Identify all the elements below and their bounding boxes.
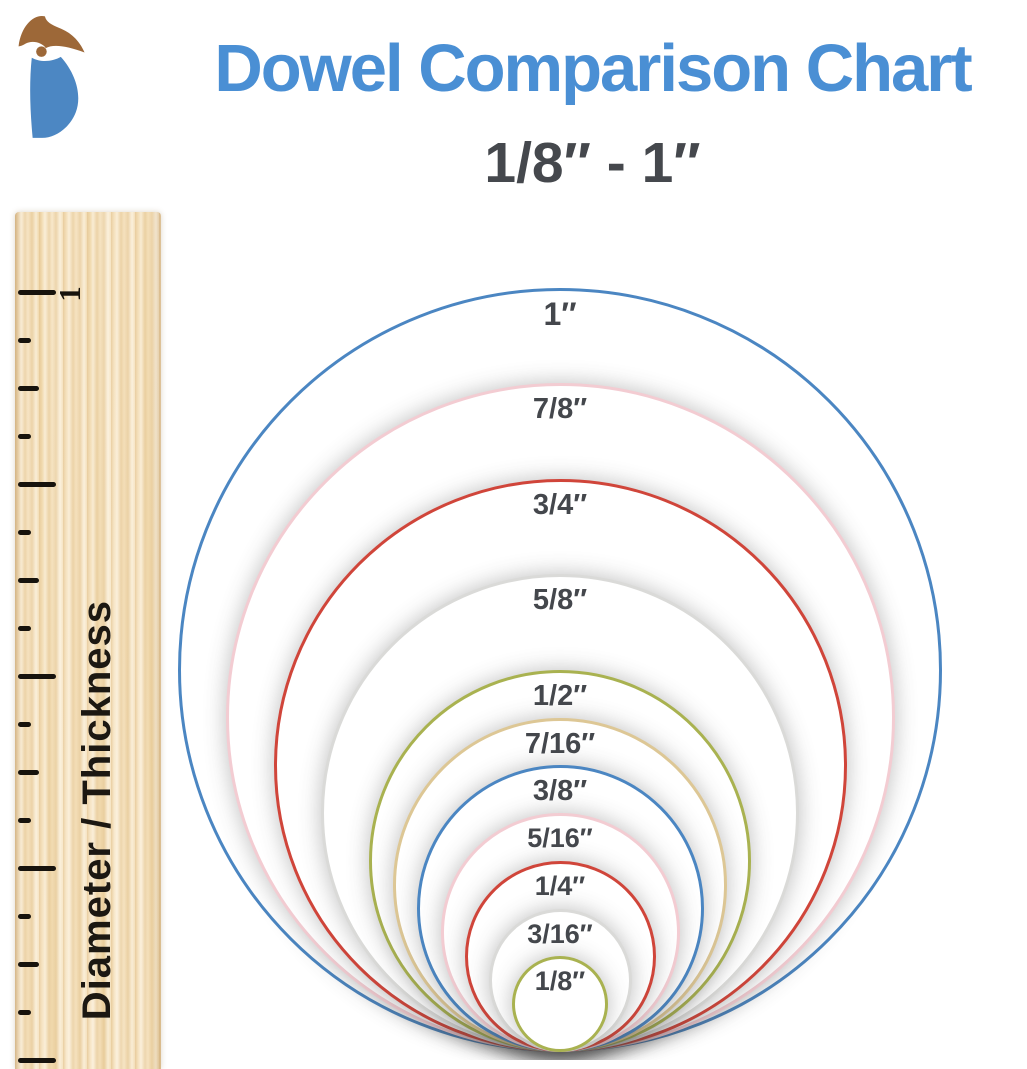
page-title: Dowel Comparison Chart bbox=[214, 31, 972, 106]
ruler-tick bbox=[18, 674, 56, 679]
dowel-size-label: 3/4″ bbox=[532, 489, 588, 521]
dowel-size-label: 1/2″ bbox=[532, 680, 588, 712]
dowel-circle bbox=[512, 956, 608, 1052]
dowel-size-label: 7/8″ bbox=[532, 393, 588, 425]
ruler-tick bbox=[18, 386, 39, 391]
logo-bird-body-icon bbox=[30, 56, 79, 138]
ruler-tick bbox=[18, 578, 39, 583]
dowel-size-label: 5/8″ bbox=[532, 584, 588, 616]
ruler-tick bbox=[18, 818, 31, 823]
ruler-tick bbox=[18, 530, 31, 535]
ruler-tick bbox=[18, 722, 31, 727]
ruler-tick bbox=[18, 914, 31, 919]
dowel-size-label: 3/8″ bbox=[532, 775, 588, 807]
size-range-subtitle: 1/8″ - 1″ bbox=[484, 131, 701, 195]
ruler-tick bbox=[18, 1058, 56, 1063]
dowel-size-label: 3/16″ bbox=[527, 919, 593, 949]
ruler-tick bbox=[18, 290, 56, 295]
logo-dot-icon bbox=[36, 46, 47, 57]
ruler-tick bbox=[18, 338, 31, 343]
dowel-size-label: 5/16″ bbox=[527, 823, 593, 853]
dowel-size-label: 1″ bbox=[543, 296, 577, 332]
ruler-tick bbox=[18, 866, 56, 871]
woodpeckers-logo bbox=[18, 16, 85, 138]
ruler-tick bbox=[18, 434, 31, 439]
ruler-tick bbox=[18, 1010, 31, 1015]
ruler: 1 Diameter / Thickness bbox=[15, 212, 161, 1069]
dowel-size-label: 1/4″ bbox=[534, 871, 586, 901]
logo-roof-swoosh-icon bbox=[18, 16, 85, 53]
dowel-size-label: 7/16″ bbox=[524, 728, 596, 760]
ruler-tick bbox=[18, 962, 39, 967]
ruler-label: Diameter / Thickness bbox=[75, 600, 119, 1021]
dowel-size-label: 1/8″ bbox=[534, 966, 586, 996]
ruler-tick bbox=[18, 482, 56, 487]
ruler-inch-number: 1 bbox=[51, 286, 87, 302]
ruler-tick bbox=[18, 770, 39, 775]
ruler-tick bbox=[18, 626, 31, 631]
